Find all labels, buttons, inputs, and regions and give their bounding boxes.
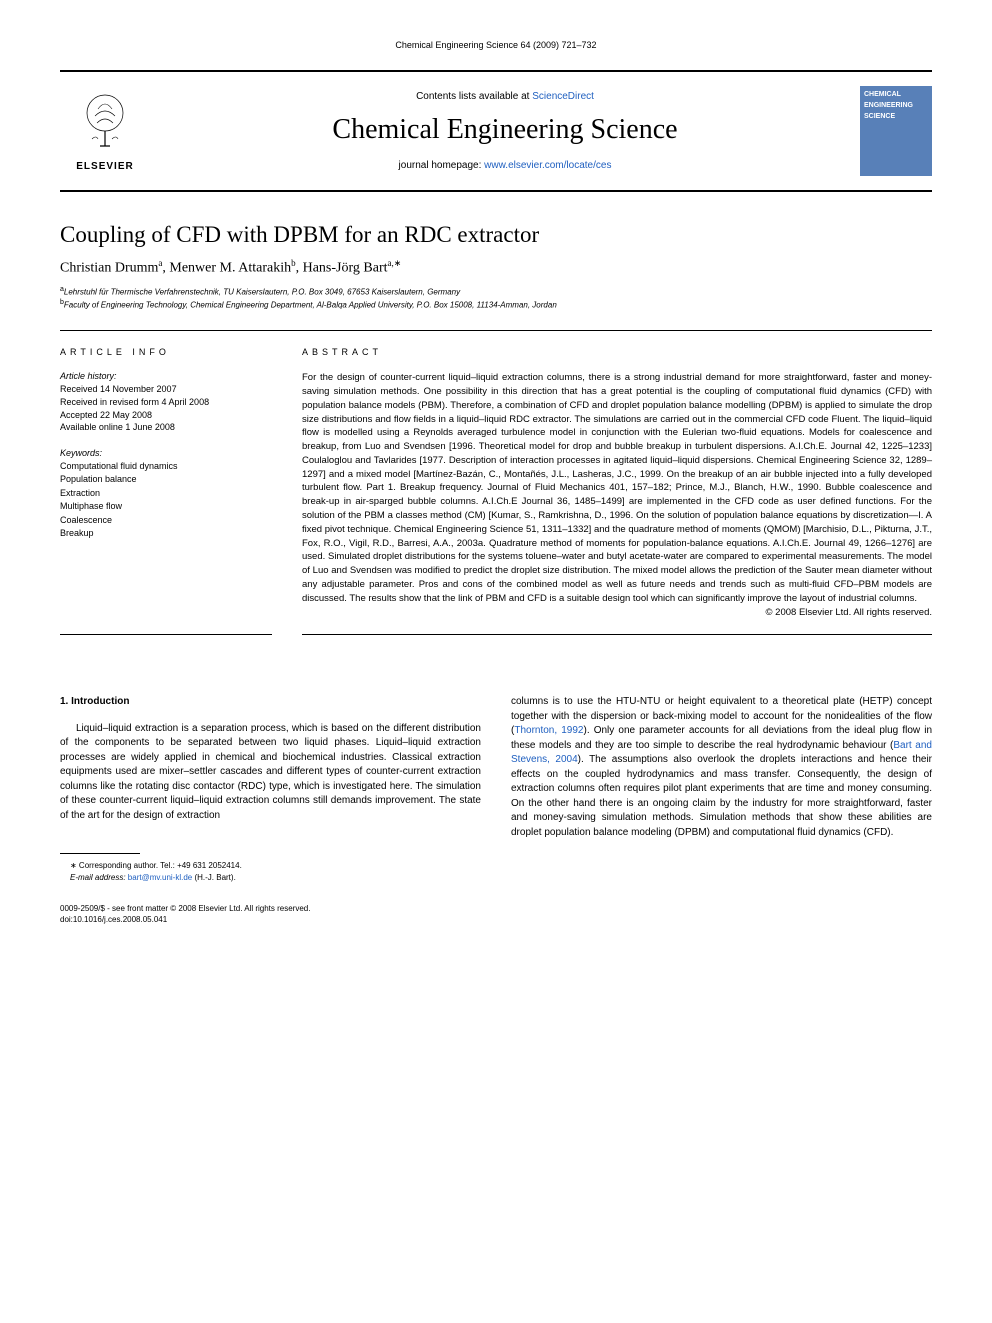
keywords-heading: Keywords: [60, 448, 272, 458]
journal-title: Chemical Engineering Science [170, 114, 840, 146]
footnote-rule [60, 853, 140, 854]
author-3-affil: a,∗ [388, 258, 402, 268]
citation-thornton-1992[interactable]: Thornton, 1992 [514, 725, 583, 736]
contents-prefix: Contents lists available at [416, 91, 532, 102]
author-3: Hans-Jörg Bart [303, 261, 388, 276]
front-matter-line: 0009-2509/$ - see front matter © 2008 El… [60, 903, 932, 914]
author-1-affil: a [158, 258, 162, 268]
abstract-col: ABSTRACT For the design of counter-curre… [302, 347, 932, 635]
journal-cover-thumb: CHEMICAL ENGINEERING SCIENCE [860, 86, 932, 176]
col2-text-c: ). The assumptions also overlook the dro… [511, 754, 932, 838]
article-info-heading: ARTICLE INFO [60, 347, 272, 357]
article-info-col: ARTICLE INFO Article history: Received 1… [60, 347, 272, 635]
abstract-text: For the design of counter-current liquid… [302, 371, 932, 605]
journal-header-band: ELSEVIER Contents lists available at Sci… [60, 70, 932, 192]
keywords-list: Computational fluid dynamics Population … [60, 460, 272, 541]
abstract-heading: ABSTRACT [302, 347, 932, 357]
elsevier-wordmark: ELSEVIER [76, 161, 133, 172]
corresponding-author-note: ∗ Corresponding author. Tel.: +49 631 20… [60, 860, 481, 871]
email-suffix: (H.-J. Bart). [192, 873, 236, 882]
elsevier-logo: ELSEVIER [60, 86, 150, 176]
email-note: E-mail address: bart@mv.uni-kl.de (H.-J.… [60, 872, 481, 883]
info-abstract-row: ARTICLE INFO Article history: Received 1… [60, 330, 932, 635]
abstract-copyright: © 2008 Elsevier Ltd. All rights reserved… [302, 607, 932, 618]
page-footer: 0009-2509/$ - see front matter © 2008 El… [60, 903, 932, 925]
author-2-affil: b [291, 258, 296, 268]
journal-homepage-link[interactable]: www.elsevier.com/locate/ces [484, 160, 611, 171]
body-col-left: 1. Introduction Liquid–liquid extraction… [60, 695, 481, 882]
authors-line: Christian Drumma, Menwer M. Attarakihb, … [60, 258, 932, 277]
affiliation-b: bFaculty of Engineering Technology, Chem… [60, 298, 932, 311]
doi-line: doi:10.1016/j.ces.2008.05.041 [60, 914, 932, 925]
article-history-text: Received 14 November 2007 Received in re… [60, 383, 272, 433]
intro-para-1-cont: columns is to use the HTU-NTU or height … [511, 695, 932, 840]
cover-word-1: CHEMICAL [864, 90, 928, 99]
article-title: Coupling of CFD with DPBM for an RDC ext… [60, 222, 932, 248]
journal-page-info: Chemical Engineering Science 64 (2009) 7… [60, 40, 932, 50]
sciencedirect-link[interactable]: ScienceDirect [532, 91, 594, 102]
article-history-heading: Article history: [60, 371, 272, 381]
body-col-right: columns is to use the HTU-NTU or height … [511, 695, 932, 882]
intro-para-1: Liquid–liquid extraction is a separation… [60, 722, 481, 824]
contents-available-line: Contents lists available at ScienceDirec… [170, 91, 840, 102]
header-center: Contents lists available at ScienceDirec… [170, 91, 840, 171]
journal-homepage-line: journal homepage: www.elsevier.com/locat… [170, 160, 840, 171]
affil-a-text: Lehrstuhl für Thermische Verfahrenstechn… [64, 287, 460, 296]
email-link[interactable]: bart@mv.uni-kl.de [128, 873, 192, 882]
cover-word-2: ENGINEERING [864, 101, 928, 110]
author-2: Menwer M. Attarakih [169, 261, 291, 276]
email-label: E-mail address: [70, 873, 128, 882]
elsevier-tree-icon [70, 91, 140, 161]
affil-b-text: Faculty of Engineering Technology, Chemi… [64, 300, 557, 309]
body-two-column: 1. Introduction Liquid–liquid extraction… [60, 695, 932, 882]
homepage-prefix: journal homepage: [399, 160, 485, 171]
section-1-heading: 1. Introduction [60, 695, 481, 710]
author-1: Christian Drumm [60, 261, 158, 276]
cover-word-3: SCIENCE [864, 112, 928, 121]
affiliations: aLehrstuhl für Thermische Verfahrenstech… [60, 285, 932, 311]
affiliation-a: aLehrstuhl für Thermische Verfahrenstech… [60, 285, 932, 298]
